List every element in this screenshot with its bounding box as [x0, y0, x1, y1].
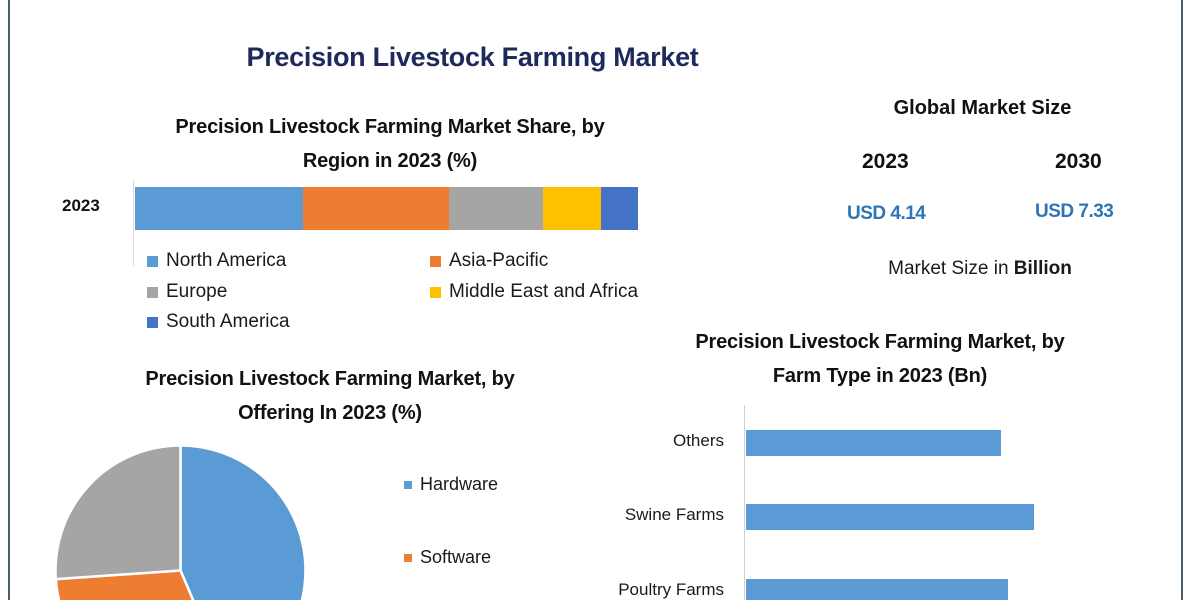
legend-label: Asia-Pacific: [449, 250, 549, 271]
region-segment-europe: [448, 187, 543, 230]
farm-chart-title: Precision Livestock Farming Market, by F…: [640, 325, 1120, 393]
region-segment-south-america: [600, 187, 638, 230]
market-size-unit: Market Size in Billion: [845, 258, 1115, 280]
farm-chart-title-line1: Precision Livestock Farming Market, by: [695, 331, 1065, 353]
region-chart-title: Precision Livestock Farming Market Share…: [120, 110, 660, 178]
farm-chart-axis: [744, 405, 745, 600]
region-legend-item: North America: [147, 250, 286, 272]
legend-swatch-icon: [430, 255, 441, 267]
market-size-unit-prefix: Market Size in: [888, 258, 1014, 279]
farm-bar-swine-farms: [746, 504, 1034, 530]
legend-label: Europe: [166, 281, 228, 302]
frame-border-right: [1181, 0, 1183, 600]
region-legend-item: South America: [147, 311, 290, 333]
region-legend-item: Europe: [147, 281, 227, 303]
farm-chart-title-line2: Farm Type in 2023 (Bn): [772, 365, 988, 387]
legend-swatch-icon: [404, 553, 412, 562]
region-chart-axis: [133, 180, 134, 266]
region-chart-title-line2: Region in 2023 (%): [302, 150, 478, 172]
offering-chart-title-line1: Precision Livestock Farming Market, by: [145, 368, 515, 390]
offering-chart-title: Precision Livestock Farming Market, by O…: [90, 362, 570, 430]
region-chart-category-label: 2023: [62, 196, 100, 215]
legend-swatch-icon: [147, 316, 158, 328]
pie-slice--third-segment-label-not-visible-: [54, 444, 182, 581]
market-value-2023: USD 4.14: [847, 203, 926, 224]
legend-label: Hardware: [420, 474, 499, 494]
legend-label: Middle East and Africa: [449, 281, 639, 302]
region-legend-item: Asia-Pacific: [430, 250, 548, 272]
legend-swatch-icon: [147, 255, 158, 267]
offering-legend-item: Software: [404, 547, 491, 568]
region-chart-title-line1: Precision Livestock Farming Market Share…: [175, 116, 605, 138]
offering-chart-title-line2: Offering In 2023 (%): [238, 402, 422, 424]
offering-pie-chart: [54, 444, 307, 600]
legend-swatch-icon: [404, 480, 412, 489]
farm-bar-poultry-farms: [746, 579, 1008, 600]
farm-bar-label: Others: [672, 431, 724, 450]
farm-bar-others: [746, 430, 1001, 456]
frame-border-left: [8, 0, 10, 600]
farm-bar-label: Poultry Farms: [618, 580, 724, 599]
legend-label: South America: [166, 311, 290, 332]
legend-swatch-icon: [147, 286, 158, 298]
region-segment-asia-pacific: [303, 187, 449, 230]
market-value-2030: USD 7.33: [1035, 201, 1114, 222]
page-title: Precision Livestock Farming Market: [246, 42, 699, 72]
legend-label: Software: [420, 547, 492, 567]
region-segment-north-america: [135, 187, 303, 230]
global-market-size-title: Global Market Size: [893, 97, 1072, 119]
market-year-2030: 2030: [1055, 150, 1102, 173]
market-size-unit-bold: Billion: [1013, 258, 1072, 279]
legend-swatch-icon: [430, 286, 441, 298]
market-year-2023: 2023: [862, 150, 909, 173]
legend-label: North America: [166, 250, 287, 271]
region-legend-item: Middle East and Africa: [430, 281, 638, 303]
offering-legend-item: Hardware: [404, 474, 498, 495]
pie-slice-hardware: [179, 444, 307, 600]
farm-bar-label: Swine Farms: [624, 505, 724, 524]
region-segment-middle-east-and-africa: [542, 187, 601, 230]
region-stacked-bar: [135, 187, 638, 230]
